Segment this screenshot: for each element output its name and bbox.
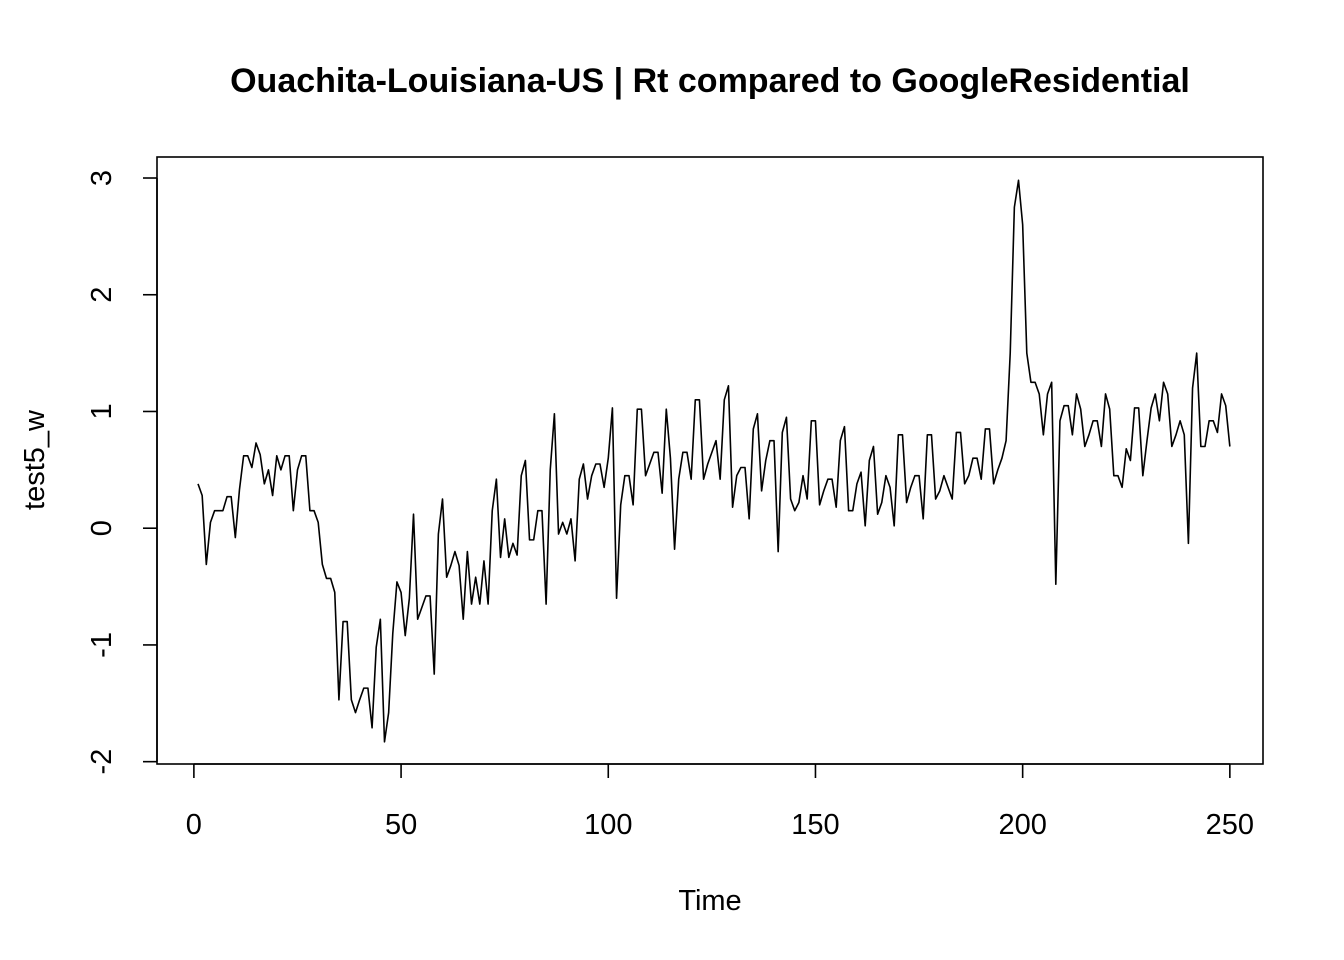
- plot-frame: [157, 157, 1263, 764]
- series-line: [198, 180, 1230, 741]
- x-axis-label: Time: [678, 885, 741, 917]
- y-tick-label: -2: [86, 749, 118, 775]
- y-tick-label: 1: [86, 403, 118, 419]
- chart-title: Ouachita-Louisiana-US | Rt compared to G…: [230, 62, 1190, 100]
- y-tick-label: -1: [86, 632, 118, 658]
- x-tick-label: 150: [791, 809, 839, 841]
- y-axis-label: test5_w: [19, 409, 51, 510]
- y-tick-label: 3: [86, 170, 118, 186]
- x-tick-label: 50: [385, 809, 417, 841]
- x-tick-label: 100: [584, 809, 632, 841]
- x-tick-label: 0: [186, 809, 202, 841]
- x-tick-label: 200: [998, 809, 1046, 841]
- y-tick-label: 0: [86, 520, 118, 536]
- y-tick-label: 2: [86, 287, 118, 303]
- y-axis: -2 -1 0 1 2 3: [86, 170, 157, 775]
- x-tick-label: 250: [1206, 809, 1254, 841]
- x-axis: 0 50 100 150 200 250: [186, 764, 1254, 841]
